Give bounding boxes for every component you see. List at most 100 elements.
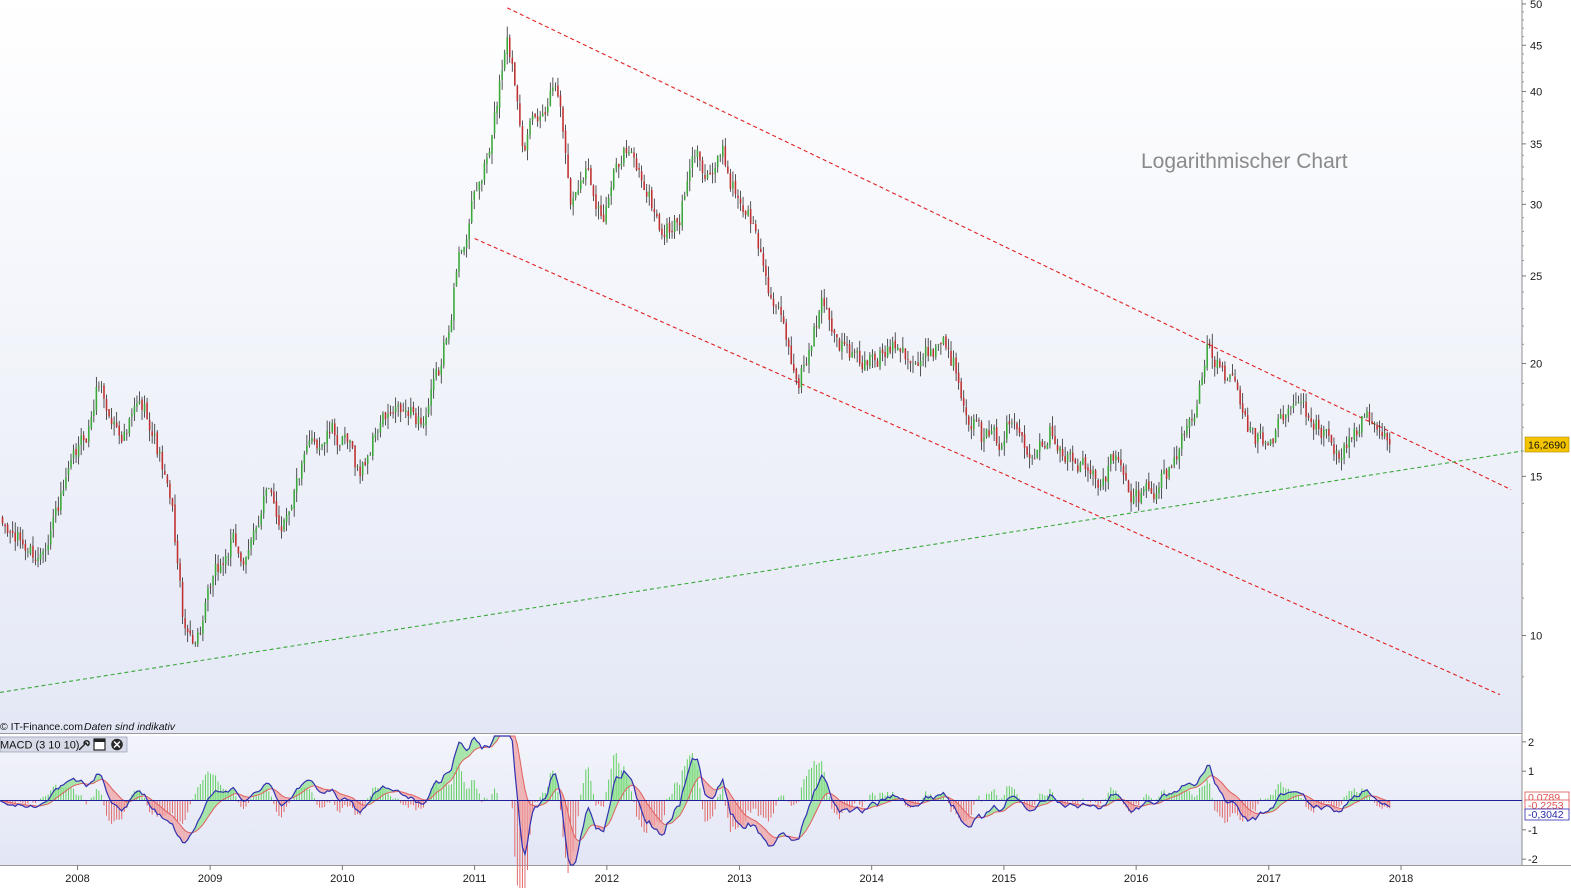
candle-up [493, 112, 496, 134]
candle-up [919, 360, 922, 367]
macd-fill-pos [623, 770, 627, 793]
candle-up [65, 477, 67, 489]
candle-up [539, 116, 541, 121]
candle-up [219, 565, 222, 573]
candle-down [191, 635, 194, 644]
candle-up [227, 556, 230, 558]
candle-up [879, 350, 881, 367]
candle-down [118, 425, 120, 436]
candle-up [1290, 407, 1292, 409]
candle-down [760, 248, 762, 253]
candle-down [105, 399, 108, 411]
candle-down [988, 430, 990, 436]
macd-fill-pos [550, 774, 553, 798]
candle-down [19, 532, 22, 541]
macd-fill-pos [436, 780, 439, 793]
credit-note: Daten sind indikativ [84, 721, 176, 733]
candle-down [174, 504, 176, 543]
candle-down [833, 330, 836, 334]
candle-up [937, 344, 940, 346]
candle-up [1092, 470, 1094, 475]
macd-fill-pos [225, 791, 229, 799]
candle-down [770, 294, 772, 299]
candle-up [585, 168, 587, 180]
candle-up [1049, 426, 1051, 445]
candle-up [473, 191, 476, 201]
macd-fill-pos [1204, 765, 1208, 782]
candle-up [374, 434, 377, 438]
macd-fill-neg [167, 812, 170, 824]
macd-fill-neg [659, 819, 662, 836]
candle-up [153, 434, 156, 436]
candle-down [1371, 421, 1373, 424]
macd-fill-neg [1222, 783, 1225, 801]
candle-down [275, 501, 278, 518]
candle-up [648, 191, 651, 197]
candle-up [250, 540, 252, 549]
candle-down [978, 419, 980, 422]
candle-down [313, 438, 316, 442]
candle-down [9, 531, 11, 533]
candle-up [552, 87, 554, 92]
candle-up [77, 444, 80, 457]
candle-up [72, 449, 75, 459]
close-icon-cross [113, 741, 121, 748]
candle-up [306, 445, 308, 453]
candle-up [1361, 416, 1363, 433]
candle-down [415, 412, 417, 425]
macd-fill-pos [821, 775, 825, 800]
macd-fill-neg [169, 814, 173, 824]
candle-up [1297, 402, 1300, 403]
candle-up [869, 355, 871, 367]
candle-down [1272, 438, 1274, 444]
window-icon[interactable] [93, 738, 106, 751]
candle-down [354, 445, 356, 468]
candle-down [962, 397, 965, 406]
candle-up [851, 352, 853, 358]
candle-down [85, 438, 88, 443]
macd-fill-neg [527, 799, 531, 843]
candle-down [1023, 434, 1026, 448]
candle-up [80, 435, 82, 445]
candle-up [366, 456, 369, 465]
candle-up [44, 550, 47, 552]
candle-down [643, 181, 645, 191]
candle-down [1051, 426, 1054, 437]
candle-up [268, 488, 270, 489]
candle-down [678, 222, 681, 226]
candle-down [633, 152, 635, 158]
candle-down [625, 147, 628, 154]
candle-down [805, 363, 808, 365]
macd-fill-pos [266, 783, 269, 791]
wrench-icon-hit[interactable] [77, 738, 90, 751]
macd-fill-neg [654, 813, 657, 830]
candle-up [361, 463, 364, 476]
candle-down [970, 425, 973, 430]
candle-up [491, 134, 493, 154]
candle-up [1259, 430, 1262, 434]
candle-up [1031, 457, 1033, 459]
candle-up [311, 437, 313, 442]
candle-down [1033, 458, 1036, 460]
macd-fill-neg [415, 796, 419, 803]
candle-down [1305, 401, 1307, 417]
x-tick-label: 2014 [859, 873, 883, 885]
candle-down [729, 173, 732, 189]
macd-fill-pos [459, 742, 462, 766]
candle-down [176, 540, 179, 564]
candle-up [379, 422, 382, 433]
wrench-icon[interactable] [77, 738, 90, 751]
candle-up [430, 389, 432, 406]
candle-down [179, 563, 181, 581]
candle-up [410, 407, 412, 416]
candle-down [795, 368, 798, 380]
close-icon[interactable] [111, 738, 123, 751]
candle-down [336, 435, 339, 446]
candle-up [356, 466, 359, 468]
candle-up [628, 151, 630, 154]
candle-down [909, 360, 912, 364]
candle-down [1231, 373, 1234, 376]
candle-up [1193, 417, 1196, 422]
macd-fill-neg [522, 775, 525, 855]
macd-fill-pos [1288, 792, 1291, 800]
